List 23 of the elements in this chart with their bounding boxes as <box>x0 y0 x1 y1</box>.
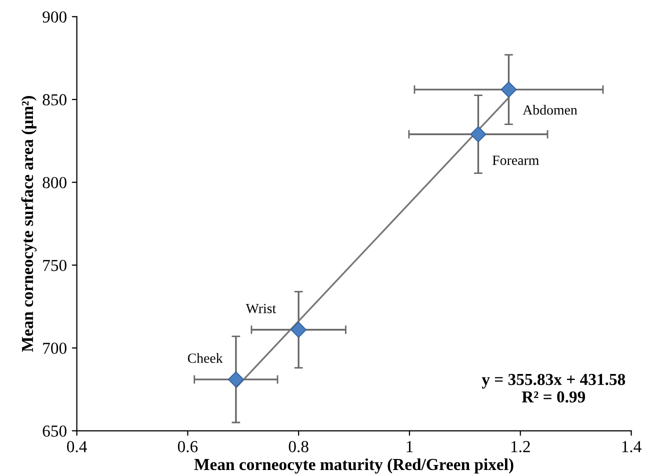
x-tick-label: 1 <box>406 441 413 452</box>
y-tick-label: 750 <box>43 260 66 272</box>
y-tick-label: 850 <box>42 94 66 106</box>
y-tick-label: 800 <box>42 177 66 188</box>
annotation: Wrist <box>246 304 276 314</box>
point <box>290 322 307 338</box>
x-tick-label: 0.6 <box>178 440 198 452</box>
x-tick-label: 1.4 <box>622 441 642 452</box>
y-axis-title: Mean corneocyte surface area (µm²) <box>21 96 37 352</box>
annotation: Cheek <box>188 353 223 363</box>
point <box>228 371 244 388</box>
annotation: y = 355.83x + 431.58 R² = 0.99 <box>482 374 626 403</box>
x-axis-title: Mean corneocyte maturity (Red/Green pixel) <box>194 458 514 474</box>
point <box>500 82 517 98</box>
annotation: Abdomen <box>522 104 578 115</box>
x-tick-label: 1.2 <box>511 441 530 452</box>
y-tick-label: 700 <box>43 342 66 354</box>
point <box>470 126 486 142</box>
x-tick-label: 0.8 <box>288 440 308 452</box>
annotation: Forearm <box>492 156 539 165</box>
y-tick-label: 650 <box>42 425 66 437</box>
y-tick-label: 900 <box>42 11 66 23</box>
x-tick-label: 0.4 <box>67 440 87 452</box>
